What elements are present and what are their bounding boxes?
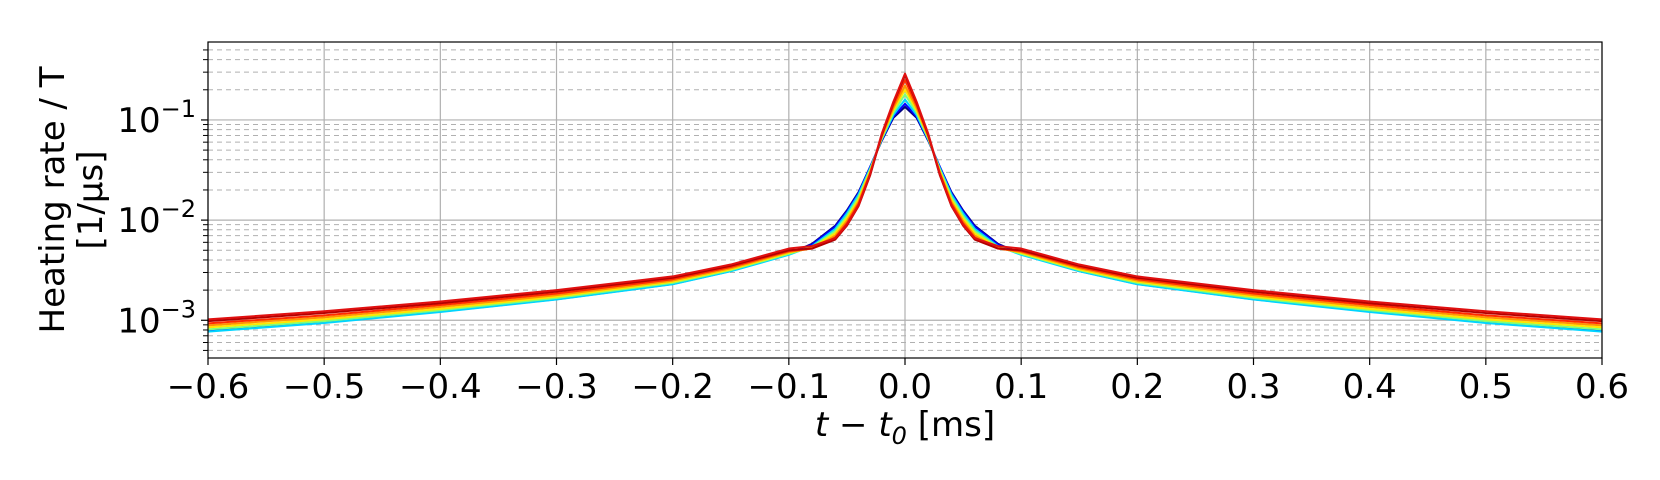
x-tick-label: −0.2	[631, 367, 714, 407]
series-line-6	[207, 84, 1603, 327]
x-axis-label-math: t − t	[815, 405, 893, 445]
x-tick-label: 0.5	[1459, 367, 1513, 407]
x-axis-label-unit: [ms]	[907, 405, 995, 445]
x-tick-label: 0.4	[1343, 367, 1397, 407]
x-tick-label: −0.5	[283, 367, 366, 407]
y-tick-label: 10−1	[117, 95, 196, 141]
x-tick-label: −0.3	[515, 367, 598, 407]
series-line-5	[207, 88, 1603, 329]
series-line-3	[207, 98, 1603, 333]
series-layer	[207, 72, 1603, 333]
y-axis: 10−3 10−2 10−1	[117, 49, 208, 351]
x-tick-label: 0.2	[1110, 367, 1164, 407]
x-tick-label: 0.1	[994, 367, 1048, 407]
y-axis-label-line-1: Heating rate / T	[33, 66, 73, 333]
y-axis-label-line-2: [1/μs]	[71, 151, 111, 250]
series-line-7	[207, 79, 1603, 325]
series-line-9	[207, 72, 1603, 321]
x-axis-label: t − t0 [ms]	[815, 405, 995, 450]
y-axis-label: Heating rate / T [1/μs]	[33, 66, 111, 333]
x-axis-label-sub: 0	[892, 422, 907, 450]
y-tick-label: 10−3	[117, 295, 196, 341]
x-tick-label: −0.1	[748, 367, 831, 407]
x-tick-label: 0.0	[878, 367, 932, 407]
x-tick-label: −0.6	[167, 367, 250, 407]
x-tick-label: 0.6	[1575, 367, 1629, 407]
y-tick-label: 10−2	[117, 195, 196, 241]
x-tick-label: 0.3	[1226, 367, 1280, 407]
x-tick-label: −0.4	[399, 367, 482, 407]
x-axis: −0.6 −0.5 −0.4 −0.3 −0.2 −0.1 0.0 0.1 0.2 0.3 0.4 0…	[167, 358, 1629, 407]
